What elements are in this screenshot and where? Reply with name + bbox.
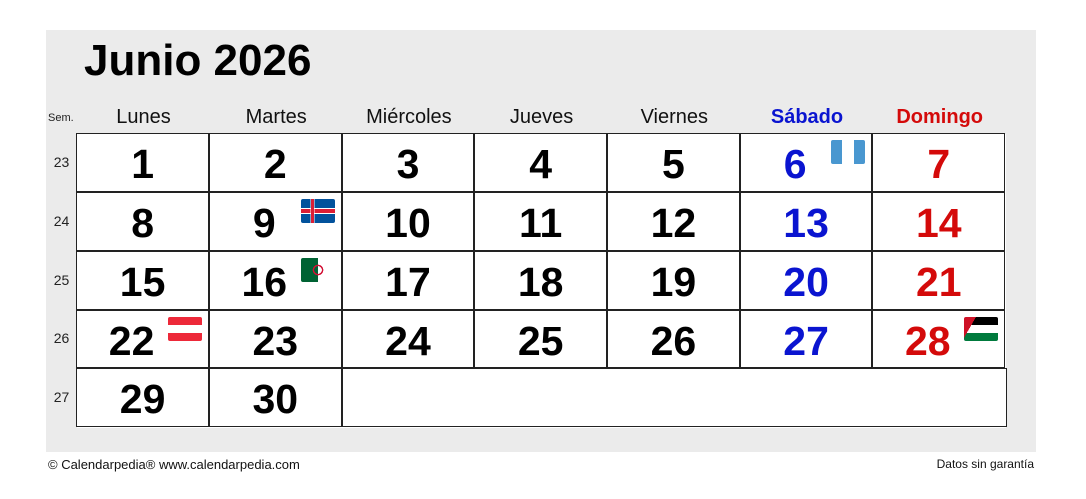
week-number: 27 (53, 389, 70, 406)
date-number: 6 (783, 141, 807, 188)
day-cell[interactable]: 4 (474, 133, 608, 193)
day-header-6: Domingo (896, 106, 984, 128)
disclaimer: Datos sin garantía (936, 457, 1034, 471)
day-cell[interactable]: 30 (208, 368, 342, 428)
guatemala-flag-icon (831, 140, 866, 165)
date-number: 4 (529, 141, 553, 188)
day-cell[interactable]: 26 (607, 309, 740, 369)
date-number: 2 (263, 141, 287, 188)
date-number: 18 (517, 258, 564, 305)
day-cell[interactable]: 15 (76, 250, 209, 310)
day-cell[interactable]: 28 (872, 309, 1006, 369)
day-cell[interactable]: 25 (474, 309, 608, 369)
algeria-flag-icon (300, 257, 335, 282)
date-number: 20 (783, 258, 829, 305)
week-number: 25 (53, 271, 70, 288)
date-number: 13 (783, 200, 829, 247)
day-cell[interactable]: 5 (607, 133, 740, 193)
date-number: 22 (108, 317, 155, 364)
date-number: 25 (517, 317, 564, 364)
day-cell[interactable]: 20 (739, 250, 873, 310)
day-cell[interactable]: 12 (607, 192, 740, 251)
day-cell[interactable]: 3 (341, 133, 475, 193)
austria-flag-icon (167, 316, 202, 341)
date-number: 23 (252, 317, 299, 364)
day-cell[interactable]: 2 (208, 133, 342, 193)
date-number: 24 (385, 317, 431, 364)
iceland-flag-icon (300, 199, 335, 224)
copyright: © Calendarpedia® www.calendarpedia.com (48, 457, 300, 472)
week-number: 26 (53, 330, 70, 347)
day-cell[interactable]: 19 (607, 250, 740, 310)
date-number: 10 (385, 200, 431, 247)
day-cell[interactable]: 17 (341, 250, 475, 310)
date-number: 12 (650, 200, 697, 247)
day-header-4: Viernes (640, 106, 709, 128)
day-header-1: Martes (245, 106, 307, 128)
date-number: 9 (252, 200, 276, 247)
day-cell[interactable]: 14 (872, 192, 1006, 251)
date-number: 5 (661, 141, 685, 188)
day-cell[interactable]: 29 (76, 368, 209, 428)
date-number: 11 (519, 200, 563, 247)
day-cell[interactable]: 9 (208, 192, 342, 251)
date-number: 30 (252, 376, 299, 423)
day-cell[interactable]: 1 (76, 133, 209, 193)
day-cell[interactable]: 24 (341, 309, 475, 369)
day-cell[interactable]: 18 (474, 250, 608, 310)
day-header-2: Miércoles (366, 106, 452, 128)
week-number: 24 (53, 212, 70, 229)
date-number: 21 (915, 258, 962, 305)
date-number: 7 (927, 141, 951, 188)
day-cell[interactable]: 11 (474, 192, 608, 251)
day-cell[interactable]: 6 (739, 133, 873, 193)
day-cell[interactable]: 23 (208, 309, 342, 369)
day-cell[interactable]: 8 (76, 192, 209, 251)
calendar-grid: 1 2 3 4 5 6 7 8 9 10 11 12 13 14 15 16 17 18 19 20 21 22 23 24 2… (76, 133, 1007, 428)
date-number: 17 (385, 258, 431, 305)
day-header-3: Jueves (509, 106, 574, 128)
date-number: 8 (131, 200, 154, 247)
empty-cell (341, 368, 1007, 428)
day-cell[interactable]: 7 (872, 133, 1006, 193)
date-number: 27 (783, 317, 829, 364)
date-number: 1 (131, 141, 154, 188)
day-header-0: Lunes (116, 106, 171, 128)
day-cell[interactable]: 22 (76, 309, 209, 369)
date-number: 28 (904, 317, 951, 364)
day-header-5: Sábado (770, 106, 844, 128)
date-number: 3 (396, 141, 420, 188)
day-cell[interactable]: 13 (739, 192, 873, 251)
date-number: 16 (241, 258, 288, 305)
page-title: Junio 2026 (84, 36, 312, 85)
jordan-flag-icon (964, 316, 999, 341)
day-cell[interactable]: 21 (872, 250, 1006, 310)
week-label: Sem. (48, 112, 74, 124)
date-number: 19 (650, 258, 697, 305)
day-cell[interactable]: 10 (341, 192, 475, 251)
week-number: 23 (53, 154, 70, 170)
date-number: 15 (119, 258, 166, 305)
date-number: 14 (915, 200, 962, 247)
date-number: 26 (650, 317, 697, 364)
date-number: 29 (119, 376, 166, 423)
day-cell[interactable]: 27 (739, 309, 873, 369)
day-cell[interactable]: 16 (208, 250, 342, 310)
